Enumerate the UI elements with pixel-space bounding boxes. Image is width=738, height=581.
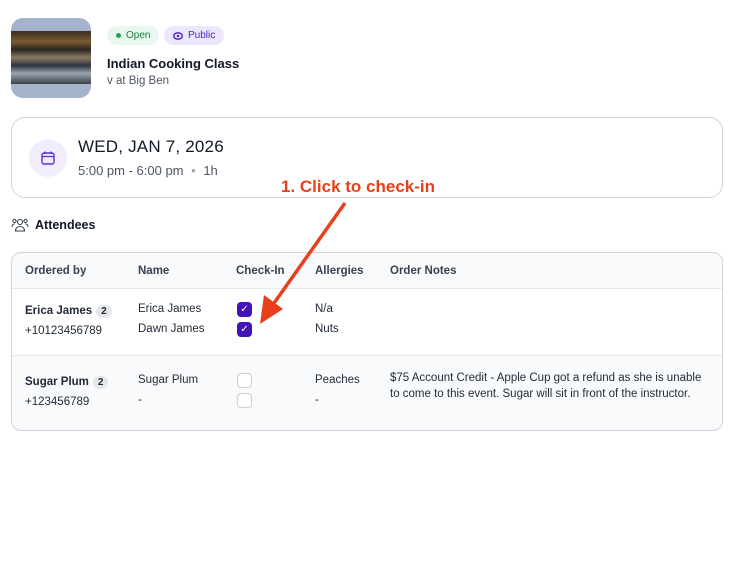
checkin-checkbox[interactable]: ✓	[237, 322, 252, 337]
count-badge: 2	[96, 305, 112, 318]
status-badge: Open	[107, 26, 160, 45]
event-thumbnail	[11, 18, 91, 98]
eye-icon	[173, 31, 183, 40]
schedule-card: WED, JAN 7, 2026 5:00 pm - 6:00 pm • 1h	[11, 117, 723, 198]
event-time: 5:00 pm - 6:00 pm • 1h	[78, 163, 218, 178]
status-dot-icon	[116, 33, 121, 38]
order-notes: $75 Account Credit - Apple Cup got a ref…	[390, 372, 702, 400]
checkin-checkbox[interactable]: ✓	[237, 302, 252, 317]
users-icon	[11, 218, 29, 232]
table-header: Ordered by Name Check-In Allergies Order…	[12, 253, 722, 289]
calendar-icon	[29, 139, 67, 177]
visibility-badge: Public	[164, 26, 225, 45]
event-date: WED, JAN 7, 2026	[78, 137, 224, 156]
count-badge: 2	[92, 376, 109, 389]
table-row: Erica James 2 +10123456789 Erica James Da…	[12, 289, 722, 356]
checkin-checkbox[interactable]	[237, 373, 252, 388]
attendees-heading: Attendees	[11, 217, 95, 233]
event-title: Indian Cooking Class	[107, 56, 240, 71]
event-subtitle: v at Big Ben	[107, 75, 170, 87]
checkin-checkbox[interactable]	[237, 393, 252, 408]
table-row: Sugar Plum 2 +123456789 Sugar Plum - Peac…	[12, 356, 722, 430]
annotation-label: 1. Click to check-in	[281, 177, 435, 196]
attendees-table: Ordered by Name Check-In Allergies Order…	[11, 252, 723, 431]
